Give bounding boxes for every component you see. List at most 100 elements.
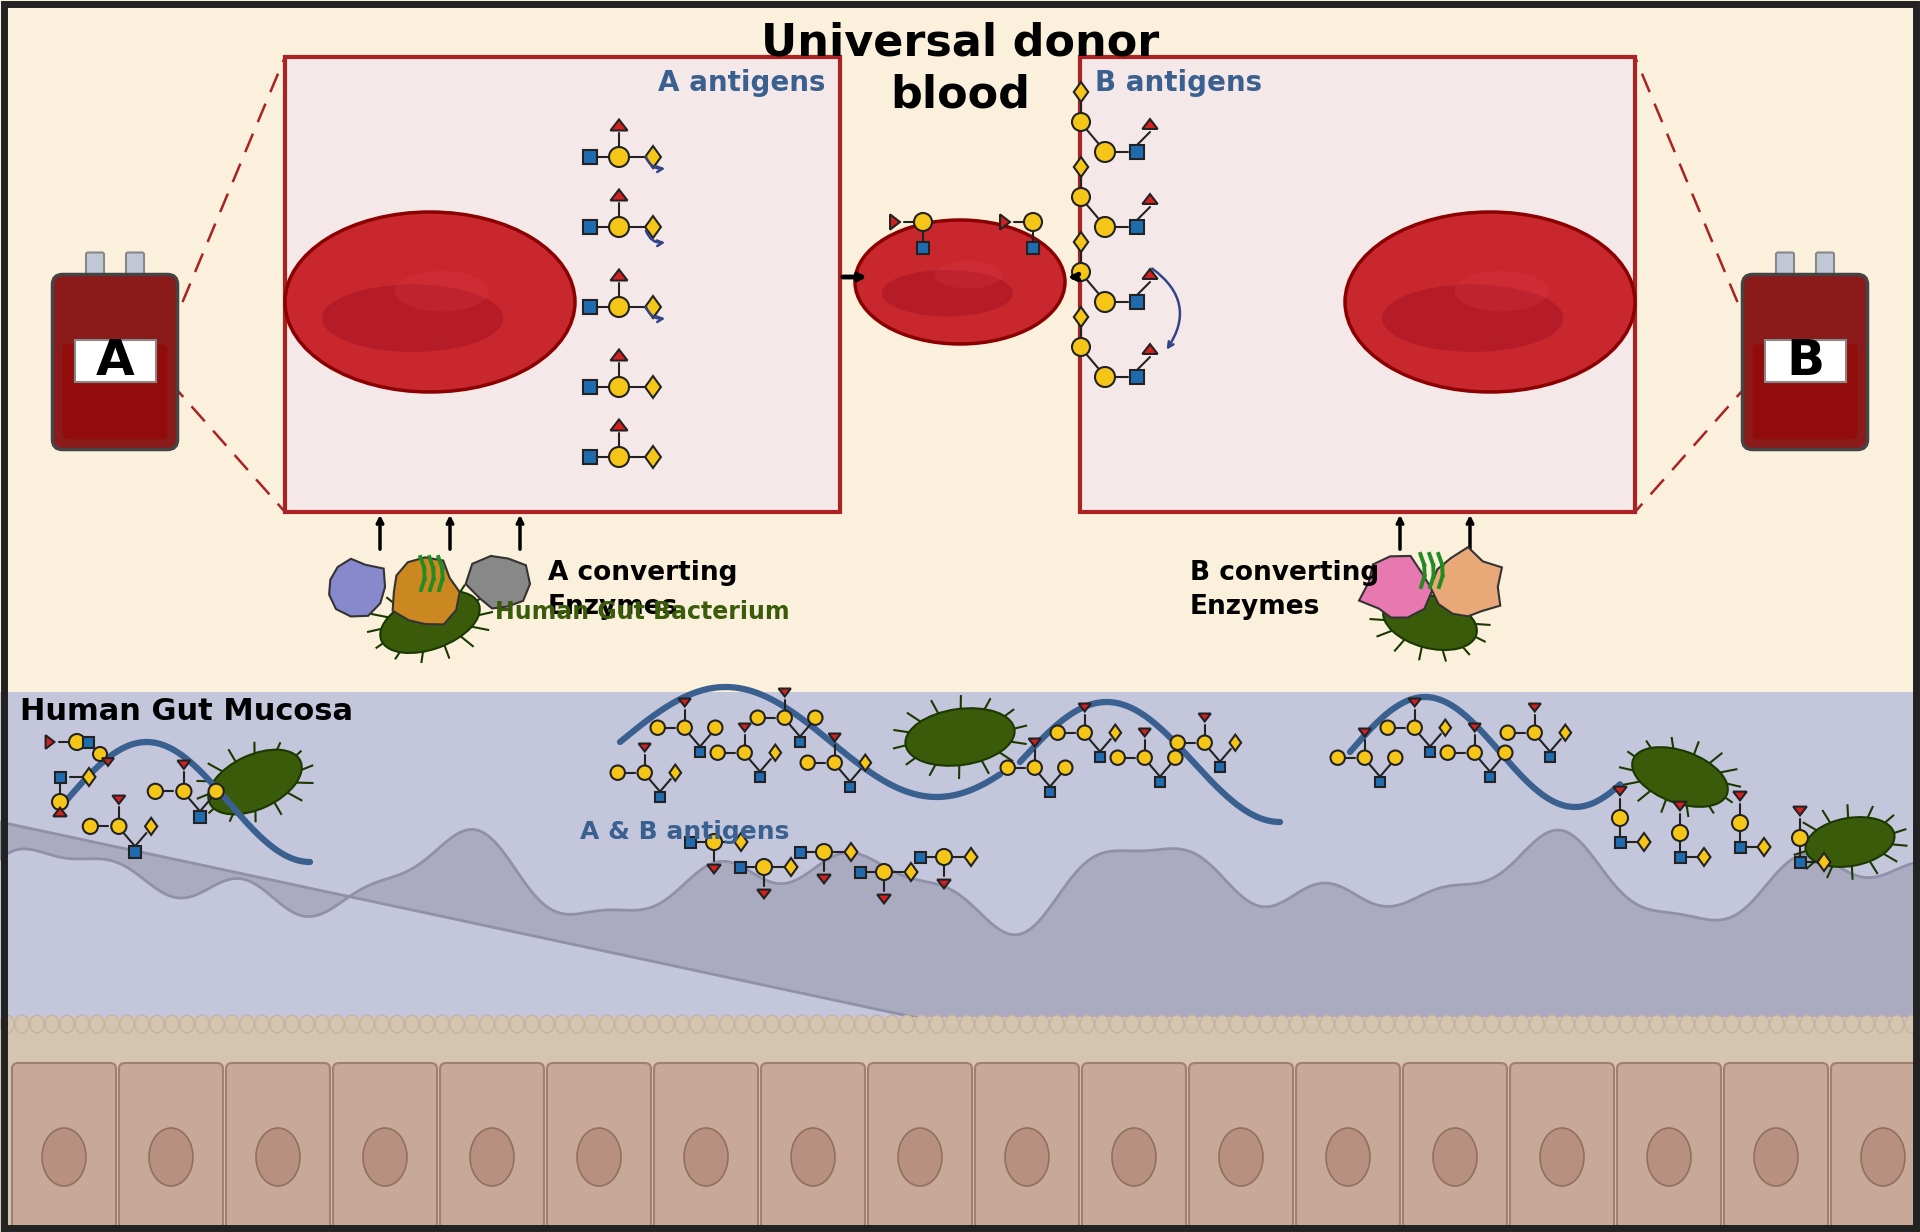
Polygon shape [770, 744, 781, 761]
Ellipse shape [975, 1015, 989, 1032]
Ellipse shape [240, 1015, 253, 1032]
Ellipse shape [810, 1015, 824, 1032]
Ellipse shape [1112, 1129, 1156, 1186]
Polygon shape [1613, 786, 1626, 796]
Polygon shape [1073, 156, 1089, 177]
Ellipse shape [363, 1129, 407, 1186]
Ellipse shape [1830, 1015, 1843, 1032]
Ellipse shape [609, 377, 630, 397]
Ellipse shape [1023, 213, 1043, 232]
Ellipse shape [935, 261, 1002, 288]
Bar [795, 846, 806, 857]
Ellipse shape [801, 755, 814, 770]
Ellipse shape [52, 793, 67, 809]
Polygon shape [1638, 833, 1651, 851]
Ellipse shape [44, 1015, 60, 1032]
Ellipse shape [1755, 1015, 1768, 1032]
Bar [1044, 786, 1056, 797]
Ellipse shape [271, 1015, 284, 1032]
Ellipse shape [707, 834, 722, 850]
Ellipse shape [150, 1129, 194, 1186]
Bar [655, 792, 666, 802]
Ellipse shape [1814, 1015, 1830, 1032]
Ellipse shape [1331, 750, 1344, 765]
Bar [1375, 776, 1386, 787]
Ellipse shape [689, 1015, 705, 1032]
FancyBboxPatch shape [227, 1063, 330, 1230]
Bar [914, 851, 925, 862]
FancyBboxPatch shape [1743, 275, 1868, 450]
Ellipse shape [180, 1015, 194, 1032]
Bar [1154, 776, 1165, 787]
Bar [1734, 841, 1745, 853]
Ellipse shape [906, 708, 1014, 766]
Ellipse shape [42, 1129, 86, 1186]
Ellipse shape [1058, 760, 1073, 775]
Polygon shape [739, 723, 751, 732]
FancyBboxPatch shape [1509, 1063, 1615, 1230]
FancyBboxPatch shape [127, 253, 144, 292]
Ellipse shape [705, 1015, 718, 1032]
Ellipse shape [60, 1015, 75, 1032]
Polygon shape [1409, 699, 1421, 706]
Ellipse shape [751, 711, 764, 724]
Ellipse shape [1185, 1015, 1198, 1032]
Ellipse shape [1471, 1015, 1484, 1032]
Ellipse shape [465, 1015, 478, 1032]
Ellipse shape [1905, 1015, 1918, 1032]
Ellipse shape [1559, 1015, 1574, 1032]
Ellipse shape [1791, 830, 1809, 846]
Ellipse shape [1680, 1015, 1693, 1032]
Ellipse shape [854, 221, 1066, 344]
Bar [755, 771, 766, 782]
Bar [1027, 241, 1039, 254]
Ellipse shape [870, 1015, 883, 1032]
Ellipse shape [876, 864, 893, 880]
FancyBboxPatch shape [547, 1063, 651, 1230]
Polygon shape [1229, 734, 1240, 750]
Ellipse shape [524, 1015, 540, 1032]
Polygon shape [845, 843, 858, 861]
Ellipse shape [1407, 721, 1423, 736]
Polygon shape [611, 120, 628, 131]
FancyBboxPatch shape [655, 1063, 758, 1230]
Polygon shape [1142, 195, 1158, 205]
Ellipse shape [390, 1015, 403, 1032]
Ellipse shape [480, 1015, 493, 1032]
Ellipse shape [1845, 1015, 1859, 1032]
Ellipse shape [380, 591, 480, 653]
Polygon shape [392, 557, 459, 625]
Ellipse shape [1321, 1015, 1334, 1032]
Ellipse shape [177, 784, 192, 798]
Ellipse shape [346, 1015, 359, 1032]
Ellipse shape [780, 1015, 795, 1032]
Ellipse shape [1290, 1015, 1304, 1032]
Ellipse shape [816, 844, 831, 860]
Ellipse shape [1484, 1015, 1500, 1032]
Ellipse shape [1169, 1015, 1185, 1032]
Polygon shape [1142, 344, 1158, 354]
Polygon shape [328, 559, 386, 616]
Ellipse shape [651, 721, 664, 736]
Ellipse shape [1215, 1015, 1229, 1032]
Ellipse shape [1860, 1129, 1905, 1186]
Polygon shape [1793, 807, 1807, 816]
Ellipse shape [1000, 760, 1016, 775]
Ellipse shape [826, 1015, 839, 1032]
Ellipse shape [778, 711, 791, 724]
Polygon shape [1359, 556, 1432, 617]
Polygon shape [645, 446, 660, 468]
Bar [918, 241, 929, 254]
Ellipse shape [881, 270, 1014, 317]
Bar [129, 846, 140, 857]
Ellipse shape [1425, 1015, 1438, 1032]
Ellipse shape [1027, 760, 1043, 775]
Ellipse shape [645, 1015, 659, 1032]
Ellipse shape [1094, 292, 1116, 312]
Ellipse shape [1382, 285, 1563, 352]
Text: A antigens: A antigens [657, 69, 826, 97]
Ellipse shape [1724, 1015, 1740, 1032]
Ellipse shape [1396, 1015, 1409, 1032]
Polygon shape [83, 768, 96, 786]
Ellipse shape [1167, 750, 1183, 765]
